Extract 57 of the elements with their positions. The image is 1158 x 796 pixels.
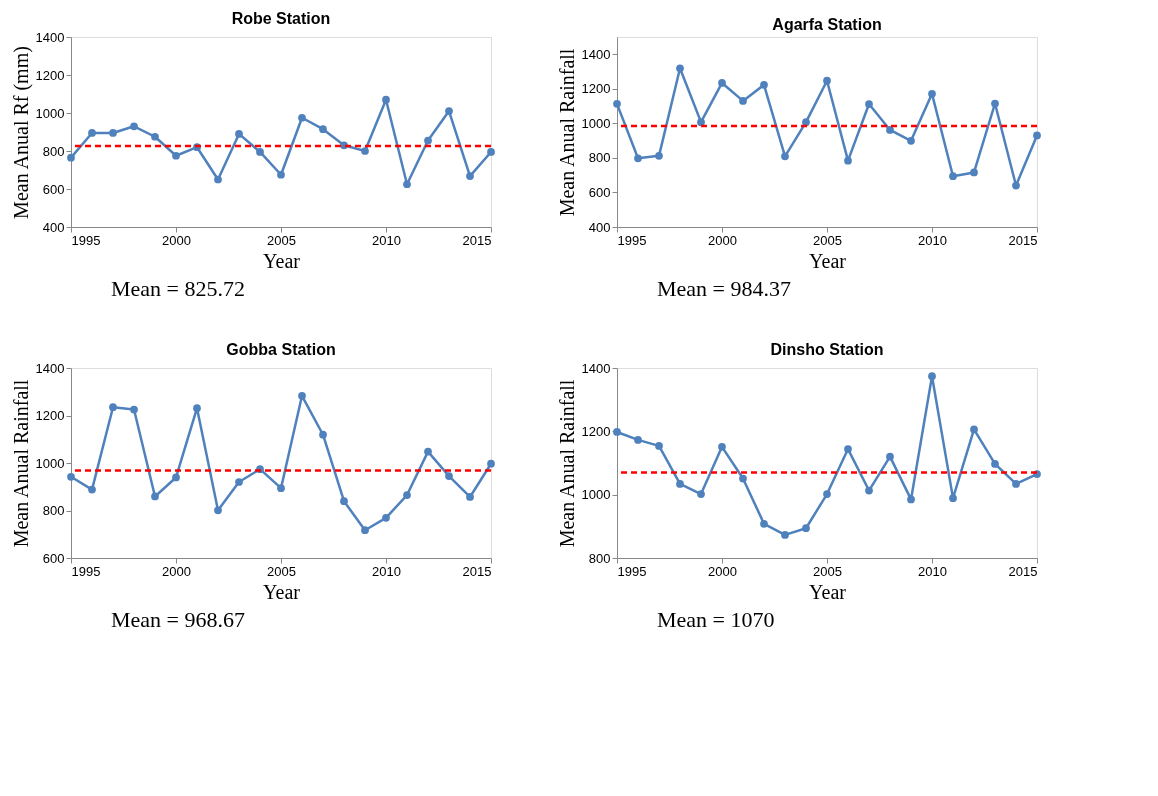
x-tick-label: 1995 bbox=[71, 232, 101, 248]
x-tick-label: 1995 bbox=[71, 563, 101, 579]
y-tick-label: 800 bbox=[42, 503, 65, 518]
y-axis-title: Mean Anual Rf (mm) bbox=[9, 46, 33, 219]
x-tick-label: 2005 bbox=[813, 563, 842, 579]
y-tick-label: 1400 bbox=[581, 46, 611, 62]
x-tick-label: 2015 bbox=[462, 232, 492, 248]
x-tick-label: 2005 bbox=[267, 563, 296, 579]
y-tick-label: 1000 bbox=[35, 105, 65, 121]
y-tick-label: 1000 bbox=[581, 487, 611, 503]
chart-title: Robe Station bbox=[231, 10, 331, 27]
text: Mean = 1070 bbox=[657, 607, 775, 632]
y-tick-label: 800 bbox=[42, 143, 65, 159]
x-tick-label: 2000 bbox=[162, 563, 191, 579]
x-tick-label: 2010 bbox=[372, 563, 401, 579]
y-tick-label: 600 bbox=[42, 550, 65, 566]
text: Mean = 968.67 bbox=[111, 607, 245, 632]
x-tick-label: 2000 bbox=[708, 563, 737, 579]
text: Mean = 984.37 bbox=[657, 276, 791, 301]
y-tick-label: 600 bbox=[42, 181, 65, 197]
chart-title: Gobba Station bbox=[226, 341, 336, 358]
y-axis-title: Mean Anual Rainfall bbox=[9, 379, 32, 548]
y-tick-label: 1200 bbox=[581, 423, 611, 439]
x-tick-label: 2005 bbox=[813, 232, 842, 248]
x-tick-label: 2010 bbox=[372, 232, 401, 248]
x-tick-label: 2010 bbox=[918, 563, 947, 579]
y-tick-label: 400 bbox=[42, 219, 65, 235]
y-tick-label: 1400 bbox=[35, 29, 65, 45]
y-tick-label: 800 bbox=[588, 550, 611, 566]
x-tick-label: 2005 bbox=[267, 232, 296, 248]
x-tick-label: 1995 bbox=[617, 232, 647, 248]
y-tick-label: 1400 bbox=[581, 360, 611, 376]
y-axis-title: Mean Anual Rainfall bbox=[555, 48, 578, 217]
x-tick-label: 2015 bbox=[1008, 232, 1038, 248]
x-axis-title: Year bbox=[809, 580, 847, 603]
y-tick-label: 1400 bbox=[35, 360, 65, 376]
x-tick-label: 2000 bbox=[708, 232, 737, 248]
x-tick-label: 2015 bbox=[1008, 563, 1038, 579]
x-tick-label: 2015 bbox=[462, 563, 492, 579]
chart-title: Dinsho Station bbox=[770, 341, 884, 358]
y-tick-label: 1000 bbox=[581, 115, 611, 131]
y-tick-label: 800 bbox=[588, 150, 611, 166]
y-axis-title: Mean Anual Rainfall bbox=[555, 379, 578, 548]
x-tick-label: 2010 bbox=[918, 232, 947, 248]
text: Mean = 825.72 bbox=[111, 276, 245, 301]
y-tick-label: 1200 bbox=[581, 81, 611, 97]
y-tick-label: 600 bbox=[588, 184, 611, 200]
x-axis-title: Year bbox=[263, 580, 301, 603]
y-tick-label: 1000 bbox=[35, 455, 65, 471]
chart-title: Agarfa Station bbox=[772, 16, 882, 33]
x-axis-title: Year bbox=[809, 249, 847, 272]
y-tick-label: 1200 bbox=[35, 408, 65, 423]
x-axis-title: Year bbox=[263, 249, 301, 272]
y-tick-label: 400 bbox=[588, 219, 611, 235]
y-tick-label: 1200 bbox=[35, 67, 65, 83]
x-tick-label: 1995 bbox=[617, 563, 647, 579]
x-tick-label: 2000 bbox=[162, 232, 191, 248]
